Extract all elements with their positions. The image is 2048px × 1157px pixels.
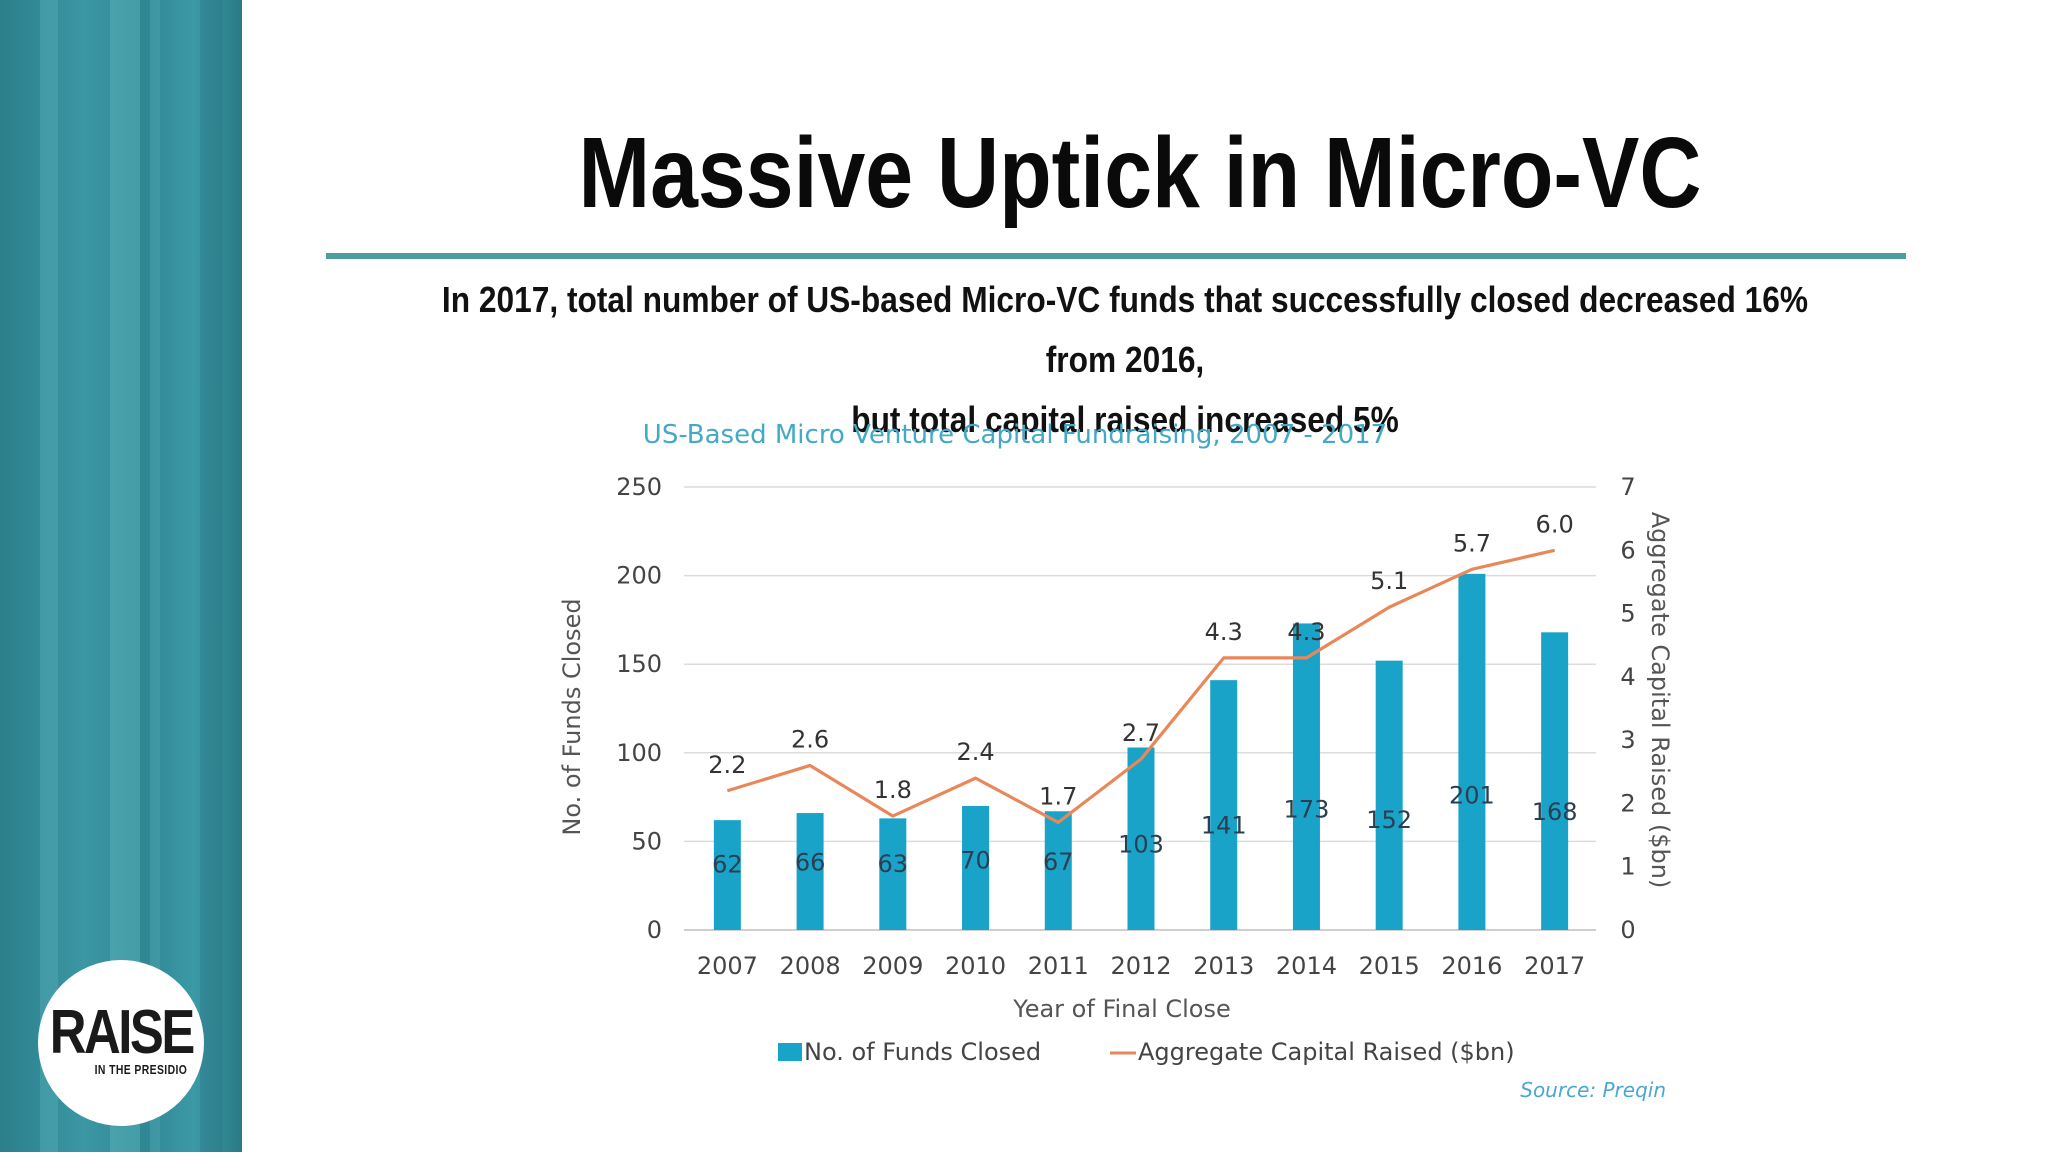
panel-streak <box>200 0 222 1152</box>
y2-tick-label: 2 <box>1620 789 1635 817</box>
x-tick-label: 2013 <box>1193 952 1254 980</box>
line-data-label: 4.3 <box>1287 618 1325 646</box>
bar <box>1044 811 1072 930</box>
bar <box>1292 623 1320 930</box>
subtitle-line-2: but total capital raised increased 5% <box>851 399 1399 440</box>
bar-data-label: 70 <box>960 847 991 875</box>
y-tick-label: 150 <box>616 650 662 678</box>
legend: No. of Funds Closed Aggregate Capital Ra… <box>778 1038 1515 1066</box>
y-tick-label: 200 <box>616 562 662 590</box>
bar <box>1375 660 1403 930</box>
y-tick-label: 100 <box>616 739 662 767</box>
panel-streak <box>150 0 160 1152</box>
line-data-label: 1.7 <box>1039 782 1077 810</box>
y2-tick-label: 1 <box>1620 853 1635 881</box>
x-tick-label: 2016 <box>1441 952 1502 980</box>
line-data-label: 6.0 <box>1536 510 1574 538</box>
slide-subtitle: In 2017, total number of US-based Micro-… <box>434 270 1816 450</box>
bar-data-label: 201 <box>1449 782 1495 810</box>
y-tick-label: 250 <box>616 473 662 501</box>
line-data-label: 2.4 <box>956 738 994 766</box>
x-tick-label: 2012 <box>1110 952 1171 980</box>
y2-tick-label: 0 <box>1620 916 1635 944</box>
x-tick-label: 2015 <box>1359 952 1420 980</box>
x-tick-label: 2008 <box>780 952 841 980</box>
x-tick-label: 2014 <box>1276 952 1337 980</box>
bar <box>1127 747 1155 930</box>
legend-bar-label: No. of Funds Closed <box>804 1038 1041 1066</box>
capital-line <box>726 548 1555 825</box>
x-axis-label: Year of Final Close <box>1012 995 1231 1023</box>
y2-tick-label: 4 <box>1620 663 1635 691</box>
line-data-label: 5.1 <box>1370 567 1408 595</box>
bar <box>796 813 824 930</box>
legend-line-label: Aggregate Capital Raised ($bn) <box>1138 1038 1515 1066</box>
x-tick-label: 2011 <box>1028 952 1089 980</box>
bar-data-label: 103 <box>1118 830 1164 858</box>
bar-data-label: 66 <box>795 849 826 877</box>
subtitle-line-1: In 2017, total number of US-based Micro-… <box>441 279 1809 380</box>
y2-tick-label: 7 <box>1620 473 1635 501</box>
chart: 62 66 63 70 67 103 141 173 152 201 168 2.2 2.6 1.8 2.4… <box>540 460 1700 1152</box>
line-data-label: 5.7 <box>1453 529 1491 557</box>
y2-axis-label: Aggregate Capital Raised ($bn) <box>1646 512 1674 889</box>
line-data-label: 4.3 <box>1205 618 1243 646</box>
line-data-label: 1.8 <box>874 776 912 804</box>
x-tick-label: 2010 <box>945 952 1006 980</box>
line-data-label: 2.7 <box>1122 719 1160 747</box>
bar <box>1541 632 1569 930</box>
y-tick-label: 0 <box>647 916 662 944</box>
chart-title: US-Based Micro Venture Capital Fundraisi… <box>642 420 1388 450</box>
logo-wordmark: RAISE <box>49 997 195 1067</box>
bar-data-label: 168 <box>1532 798 1578 826</box>
bar-data-label: 173 <box>1284 796 1330 824</box>
bar <box>962 805 990 930</box>
y-axis-label: No. of Funds Closed <box>558 598 586 835</box>
bar-data-label: 67 <box>1043 848 1074 876</box>
bar <box>1458 573 1486 930</box>
slide-title: Massive Uptick in Micro-VC <box>578 117 1702 229</box>
x-tick-label: 2017 <box>1524 952 1585 980</box>
bar <box>879 818 907 930</box>
y2-tick-label: 3 <box>1620 726 1635 754</box>
title-divider <box>326 253 1906 259</box>
legend-bar-swatch <box>778 1043 802 1061</box>
x-tick-label: 2009 <box>862 952 923 980</box>
panel-streak <box>40 0 58 1152</box>
chart-source: Source: Preqin <box>1520 1078 1666 1102</box>
y2-tick-label: 5 <box>1620 600 1635 628</box>
y-tick-label: 50 <box>631 827 662 855</box>
bar-data-label: 141 <box>1201 811 1247 839</box>
bar <box>713 820 741 930</box>
bar-data-label: 62 <box>712 851 743 879</box>
logo-tagline: IN THE PRESIDIO <box>94 1061 188 1077</box>
raise-logo: RAISE IN THE PRESIDIO <box>38 960 204 1126</box>
bar-data-label: 152 <box>1366 806 1412 834</box>
x-tick-label: 2007 <box>697 952 758 980</box>
bar <box>1210 680 1238 930</box>
y2-tick-label: 6 <box>1620 536 1635 564</box>
line-data-label: 2.2 <box>708 751 746 779</box>
bar-data-label: 63 <box>878 850 909 878</box>
side-panel: RAISE IN THE PRESIDIO <box>0 0 242 1152</box>
line-data-label: 2.6 <box>791 725 829 753</box>
